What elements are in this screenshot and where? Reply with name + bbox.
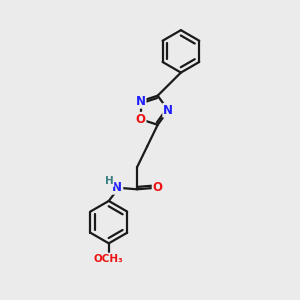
Text: N: N: [112, 181, 122, 194]
Text: OCH₃: OCH₃: [94, 254, 124, 264]
Text: N: N: [136, 95, 146, 108]
Text: N: N: [163, 104, 173, 117]
Text: O: O: [153, 181, 163, 194]
Text: O: O: [136, 113, 146, 126]
Text: H: H: [105, 176, 114, 186]
